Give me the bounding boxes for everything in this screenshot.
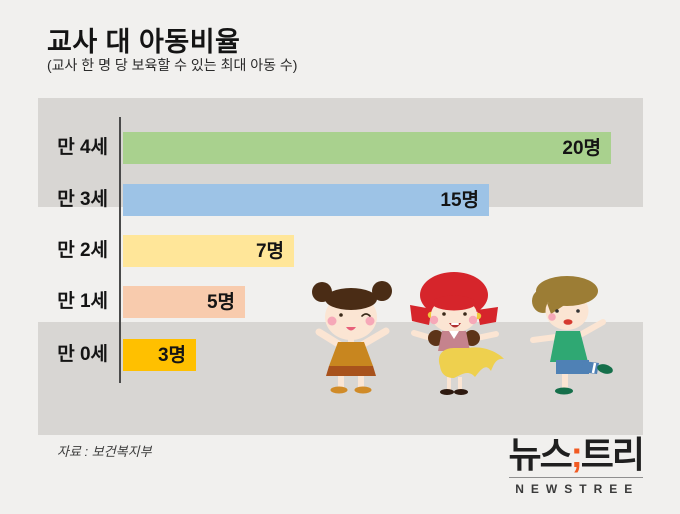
- bar-age-1: 5명: [123, 286, 245, 318]
- value-label: 3명: [157, 345, 186, 366]
- value-label: 15명: [440, 190, 479, 211]
- logo-kr-left: 뉴스: [508, 434, 573, 475]
- logo-english-text: NEWSTREE: [515, 482, 640, 497]
- newstree-logo: 뉴스;트리 NEWSTREE: [508, 434, 646, 497]
- value-label: 5명: [206, 292, 235, 313]
- bar-age-3: 15명: [123, 184, 489, 216]
- bar-age-0: 3명: [123, 339, 196, 371]
- category-label: 만 0세: [57, 344, 108, 365]
- logo-divider-line: [508, 477, 643, 479]
- category-label: 만 1세: [57, 291, 108, 312]
- children-illustration: [312, 272, 613, 395]
- logo-korean-text: 뉴스;트리: [508, 434, 646, 475]
- bar-age-4: 20명: [123, 132, 611, 164]
- child-girl-buns: [312, 281, 392, 394]
- child-girl-pigtails: [410, 272, 504, 395]
- category-label: 만 4세: [57, 137, 108, 158]
- bar-age-2: 7명: [123, 235, 294, 267]
- page-subtitle: (교사 한 명 당 보육할 수 있는 최대 아동 수): [47, 57, 298, 73]
- page-title: 교사 대 아동비율: [47, 27, 241, 57]
- y-axis-line: [119, 117, 121, 383]
- logo-semicolon: ;: [570, 434, 583, 475]
- child-boy: [530, 276, 613, 395]
- logo-kr-right: 트리: [580, 434, 645, 475]
- source-note: 자료 : 보건복지부: [57, 444, 152, 459]
- value-label: 20명: [562, 138, 601, 159]
- value-label: 7명: [255, 241, 284, 262]
- category-label: 만 3세: [57, 189, 108, 210]
- category-label: 만 2세: [57, 240, 108, 261]
